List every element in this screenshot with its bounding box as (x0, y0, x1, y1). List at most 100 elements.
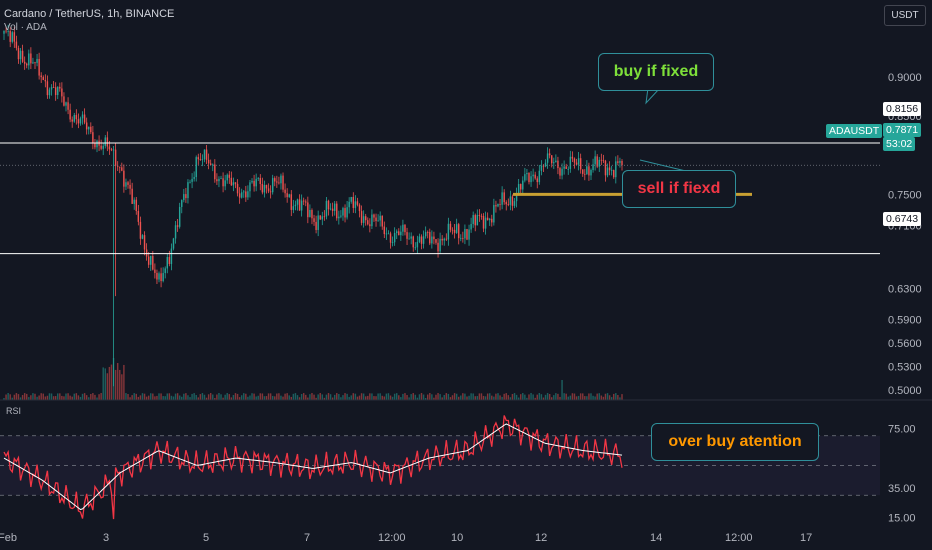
candle-body (577, 158, 580, 165)
volume-bar (135, 393, 138, 400)
candle (191, 173, 193, 189)
candle-body (476, 214, 479, 226)
volume-bar (391, 396, 394, 400)
candle (313, 214, 315, 226)
candle-body (474, 215, 476, 226)
candle-body (311, 210, 313, 219)
volume-bar (75, 393, 78, 400)
candle-body (460, 237, 462, 239)
candle-body (449, 223, 452, 230)
candle-body (377, 220, 379, 222)
candle (426, 230, 429, 239)
candle (81, 111, 84, 125)
candle-body (348, 201, 350, 208)
volume-bar (26, 393, 28, 400)
candle (586, 160, 588, 176)
candle (17, 45, 20, 64)
candle-body (183, 194, 185, 201)
volume-bar (61, 395, 63, 400)
candle (83, 108, 86, 125)
candle (391, 236, 394, 247)
candle (104, 135, 107, 149)
candle (75, 109, 78, 125)
candle-body (445, 238, 448, 240)
volume-bar (100, 393, 102, 400)
candle-body (121, 167, 123, 171)
candle-body (267, 188, 270, 192)
volume-bar (369, 393, 371, 400)
volume-bar (484, 396, 487, 400)
volume-bar (327, 393, 330, 400)
candle-body (135, 199, 138, 211)
volume-bar (600, 395, 603, 400)
candle (375, 213, 377, 227)
candle-body (356, 201, 359, 205)
candle-body (11, 32, 13, 42)
candle-body (257, 178, 259, 179)
volume-bar (408, 397, 410, 400)
candle-body (282, 175, 284, 190)
time-tick-label: 5 (203, 532, 209, 544)
candle-body (230, 177, 233, 186)
candle (350, 196, 352, 204)
candle (331, 202, 334, 217)
candle-body (116, 165, 119, 167)
candle (13, 26, 16, 48)
volume-bar (253, 393, 255, 400)
symbol-title[interactable]: Cardano / TetherUS, 1h, BINANCE (4, 8, 175, 20)
candle (116, 161, 119, 171)
candle (226, 173, 228, 184)
candle-body (325, 200, 328, 217)
buy-annotation-text: buy if fixed (613, 63, 699, 80)
candle-body (470, 223, 472, 230)
candle (92, 125, 94, 150)
candle (544, 159, 547, 168)
candle (604, 159, 607, 182)
volume-bar (451, 395, 454, 400)
volume-bar (610, 397, 613, 400)
candle (133, 197, 135, 210)
volume-bar (164, 396, 166, 400)
volume-bar (133, 393, 135, 400)
volume-bar (240, 395, 243, 400)
volume-bar (406, 394, 408, 400)
time-tick-label: 3 (103, 532, 109, 544)
volume-bar (251, 393, 253, 400)
candle-body (439, 238, 441, 252)
candle (565, 163, 567, 170)
symbol-tag: ADAUSDT (826, 124, 883, 138)
candle-body (579, 158, 582, 170)
candle-body (162, 273, 164, 282)
volume-bar (54, 396, 57, 400)
volume-bar (468, 395, 470, 400)
volume-bar (617, 394, 619, 400)
volume-bar (615, 393, 617, 400)
candle (141, 234, 144, 240)
candle (137, 204, 140, 226)
candle-body (110, 149, 113, 151)
candle (284, 183, 286, 198)
volume-bar (606, 393, 609, 400)
candle-body (251, 180, 253, 183)
volume-bar (553, 395, 555, 400)
candle (245, 185, 247, 202)
candle-body (50, 87, 53, 90)
candle-body (573, 158, 576, 163)
candle-body (265, 185, 268, 189)
candle-body (497, 203, 499, 207)
currency-button[interactable]: USDT (884, 5, 926, 26)
volume-bar (338, 394, 340, 400)
volume-bar (317, 394, 319, 400)
volume-bar (214, 397, 216, 400)
candle (395, 229, 398, 240)
candle-body (455, 224, 458, 233)
candle-body (129, 184, 131, 189)
candle (608, 161, 611, 176)
volume-bar (11, 397, 13, 400)
candle-body (189, 181, 191, 183)
candle (7, 24, 9, 37)
volume-bar (565, 393, 567, 400)
candle (466, 228, 468, 241)
volume-bar (46, 395, 49, 400)
